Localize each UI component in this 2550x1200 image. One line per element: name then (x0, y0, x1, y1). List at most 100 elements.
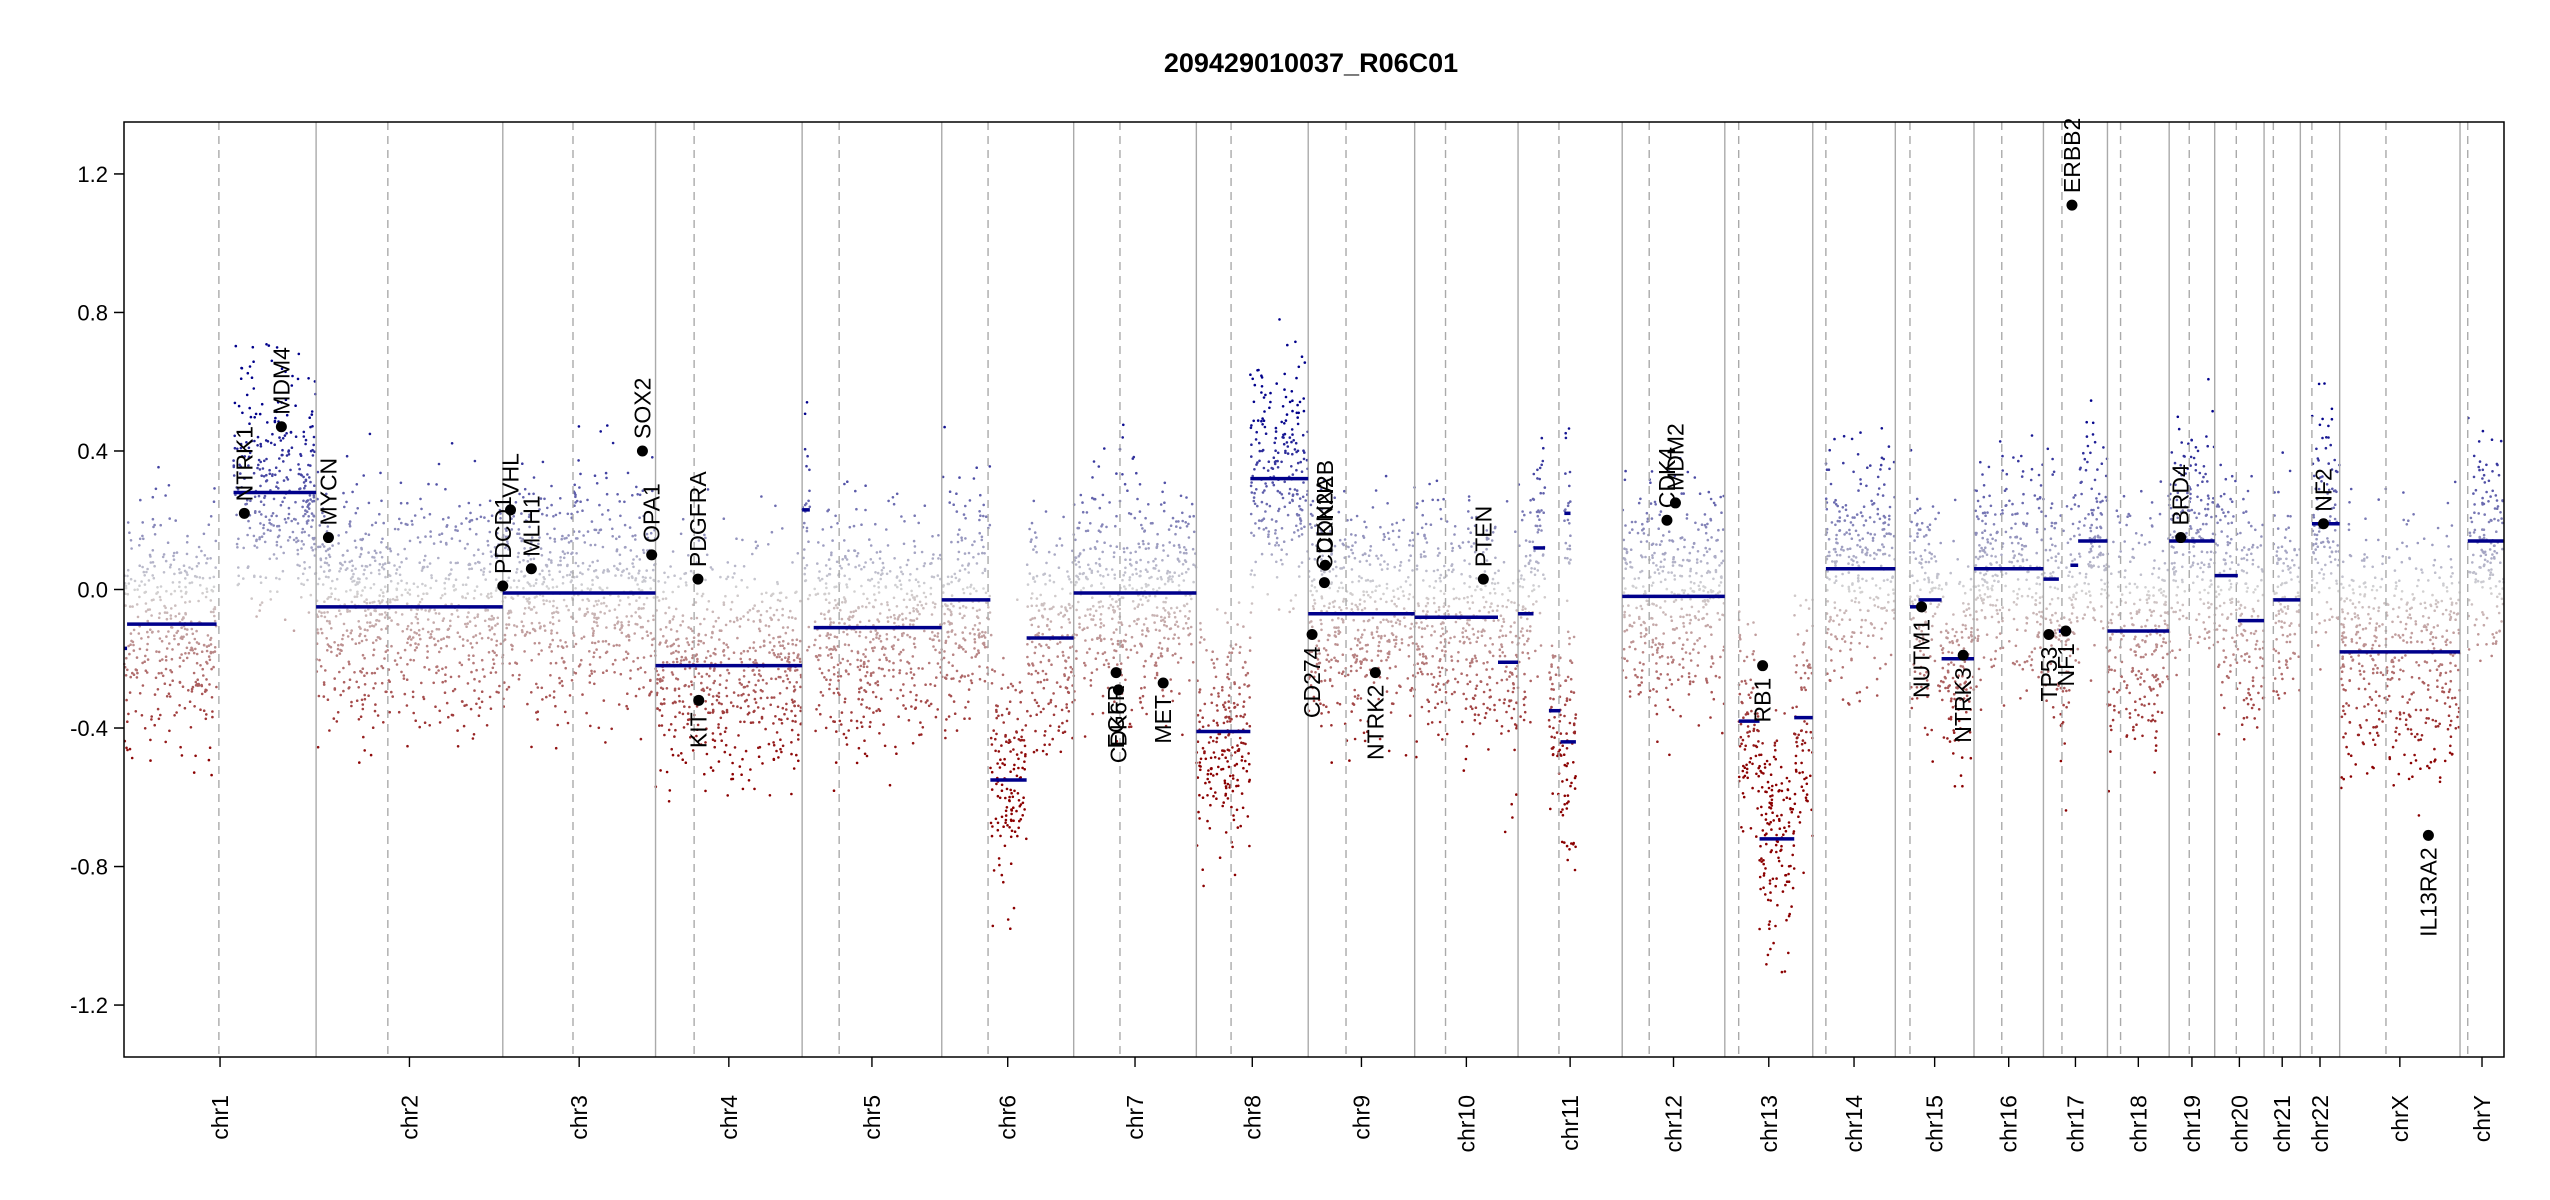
probe-point (240, 366, 244, 370)
probe-point (302, 475, 305, 479)
probe-point (780, 750, 783, 754)
probe-point (483, 675, 486, 678)
probe-point (1014, 688, 1017, 692)
probe-point (189, 620, 193, 623)
probe-point (844, 554, 847, 558)
probe-point (936, 635, 939, 638)
probe-point (320, 611, 323, 615)
probe-point (469, 642, 473, 645)
probe-point (797, 733, 800, 737)
probe-point (982, 514, 985, 518)
probe-point (847, 729, 850, 732)
probe-point (819, 612, 823, 615)
probe-point (1250, 455, 1253, 458)
probe-point (476, 615, 479, 618)
probe-point (558, 511, 562, 515)
probe-point (574, 537, 578, 540)
probe-point (652, 618, 655, 622)
probe-point (672, 660, 675, 664)
probe-point (194, 684, 198, 687)
probe-point (126, 720, 129, 723)
probe-point (1185, 496, 1188, 499)
probe-point (531, 627, 535, 631)
probe-point (1286, 445, 1290, 448)
probe-point (634, 611, 637, 614)
probe-point (719, 716, 723, 720)
probe-point (454, 525, 458, 528)
probe-point (132, 628, 136, 632)
probe-point (161, 555, 165, 559)
probe-point (913, 598, 916, 601)
probe-point (554, 746, 558, 750)
probe-point (297, 577, 300, 580)
probe-point (1354, 534, 1357, 537)
probe-point (456, 729, 459, 732)
probe-point (1034, 729, 1037, 733)
probe-point (746, 684, 749, 688)
probe-point (1293, 488, 1297, 491)
probe-point (616, 493, 619, 496)
probe-point (308, 566, 312, 569)
probe-point (323, 600, 326, 603)
probe-point (141, 661, 144, 665)
probe-point (613, 626, 617, 630)
probe-point (697, 639, 701, 643)
probe-point (651, 456, 654, 459)
probe-point (664, 641, 667, 644)
probe-point (559, 639, 562, 642)
probe-point (683, 667, 687, 671)
probe-point (422, 697, 426, 701)
probe-point (549, 621, 552, 624)
probe-point (192, 671, 196, 675)
probe-point (1144, 547, 1148, 550)
probe-point (955, 492, 958, 496)
probe-point (611, 527, 614, 531)
probe-point (302, 543, 306, 546)
probe-point (525, 630, 529, 634)
probe-point (1100, 582, 1103, 585)
probe-point (1402, 594, 1406, 598)
probe-point (281, 437, 285, 440)
probe-point (304, 442, 307, 446)
probe-point (256, 444, 259, 447)
probe-point (823, 676, 826, 679)
probe-point (453, 589, 456, 592)
probe-point (909, 667, 913, 671)
probe-point (478, 680, 481, 683)
probe-point (327, 553, 331, 557)
probe-point (1123, 482, 1127, 486)
probe-point (287, 449, 291, 452)
probe-point (534, 582, 538, 585)
probe-point (1046, 617, 1050, 621)
probe-point (462, 724, 466, 728)
probe-point (757, 755, 761, 758)
probe-point (1048, 607, 1052, 611)
probe-point (523, 547, 526, 550)
probe-point (807, 625, 811, 629)
probe-point (1224, 736, 1227, 739)
probe-point (936, 662, 940, 665)
probe-point (876, 683, 880, 687)
probe-point (832, 789, 836, 792)
probe-point (954, 633, 957, 636)
probe-point (1246, 815, 1250, 818)
probe-point (143, 727, 147, 730)
probe-point (1260, 374, 1263, 378)
probe-point (312, 435, 316, 439)
probe-point (1275, 536, 1279, 540)
probe-point (169, 614, 173, 617)
probe-point (980, 538, 984, 542)
probe-point (180, 635, 183, 639)
probe-point (1092, 604, 1095, 608)
probe-point (1009, 835, 1013, 839)
probe-point (856, 665, 860, 669)
probe-point (606, 424, 609, 427)
probe-point (378, 594, 382, 597)
probe-point (910, 589, 913, 593)
probe-point (575, 552, 578, 555)
probe-point (519, 536, 522, 540)
probe-point (173, 634, 176, 637)
probe-point (1277, 507, 1281, 511)
probe-point (188, 641, 191, 645)
probe-point (1130, 564, 1133, 567)
